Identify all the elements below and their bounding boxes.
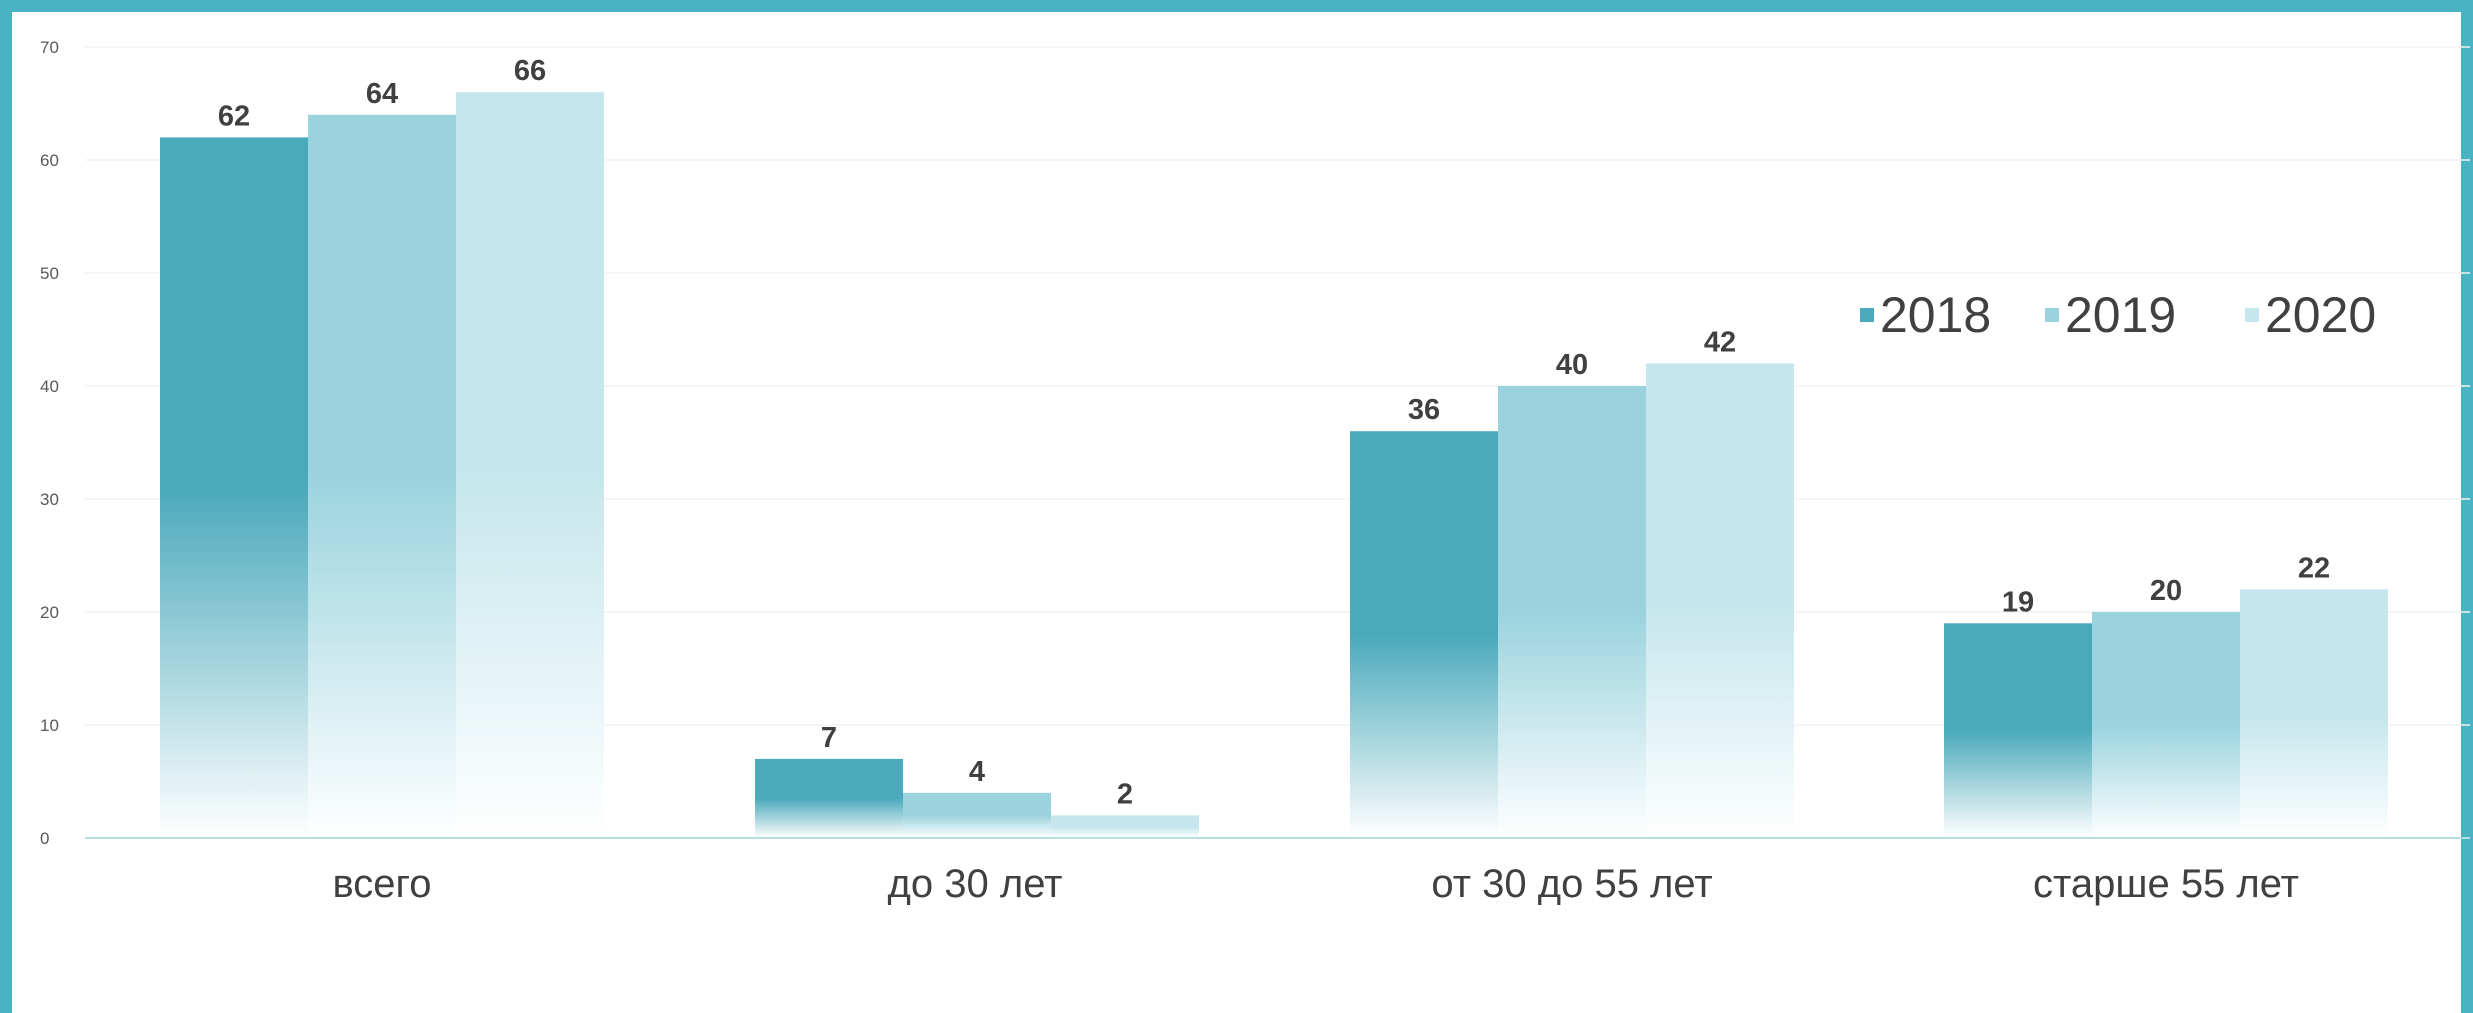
x-tick-label: старше 55 лет [2033,862,2299,906]
data-label: 62 [218,100,250,132]
data-label: 4 [969,756,985,788]
y-tick-label: 10 [40,716,59,735]
bar-2020-1 [1051,815,1199,838]
y-tick-label: 30 [40,490,59,509]
bar-2020-3 [2240,589,2388,838]
bars [160,92,2388,839]
data-label: 40 [1556,349,1588,381]
data-label: 7 [821,722,837,754]
bar-2018-1 [755,758,903,838]
data-label: 42 [1704,326,1736,358]
x-tick-label: всего [332,862,431,906]
legend-swatch-2018 [1860,308,1874,322]
y-tick-label: 70 [40,38,59,57]
legend: 2018 2019 2020 [1860,287,2376,343]
data-label: 66 [514,55,546,87]
x-tick-label: от 30 до 55 лет [1431,862,1712,906]
bar-2018-0 [160,137,308,838]
legend-label-2018: 2018 [1880,287,1991,343]
data-label: 19 [2002,586,2034,618]
bar-2020-2 [1646,363,1794,838]
bar-2020-0 [456,92,604,838]
data-label: 22 [2298,552,2330,584]
y-tick-label: 40 [40,377,59,396]
y-axis-ticks: 0 10 20 30 40 50 60 70 [40,38,59,848]
bar-2019-0 [308,114,456,839]
bar-2019-2 [1498,386,1646,838]
x-tick-label: до 30 лет [888,862,1063,906]
bar-2019-1 [903,792,1051,838]
y-tick-label: 60 [40,151,59,170]
data-label: 36 [1408,394,1440,426]
y-tick-label: 50 [40,264,59,283]
legend-label-2020: 2020 [2265,287,2376,343]
bar-2018-3 [1944,623,2092,838]
legend-swatch-2020 [2245,308,2259,322]
y-tick-label: 0 [40,829,49,848]
x-axis-ticks: всего до 30 лет от 30 до 55 лет старше 55 л… [332,862,2299,906]
data-label: 2 [1117,778,1133,810]
bar-2018-2 [1350,431,1498,838]
y-tick-label: 20 [40,603,59,622]
legend-label-2019: 2019 [2065,287,2176,343]
data-label: 20 [2150,575,2182,607]
legend-swatch-2019 [2045,308,2059,322]
data-label: 64 [366,78,398,110]
bar-2019-3 [2092,612,2240,838]
